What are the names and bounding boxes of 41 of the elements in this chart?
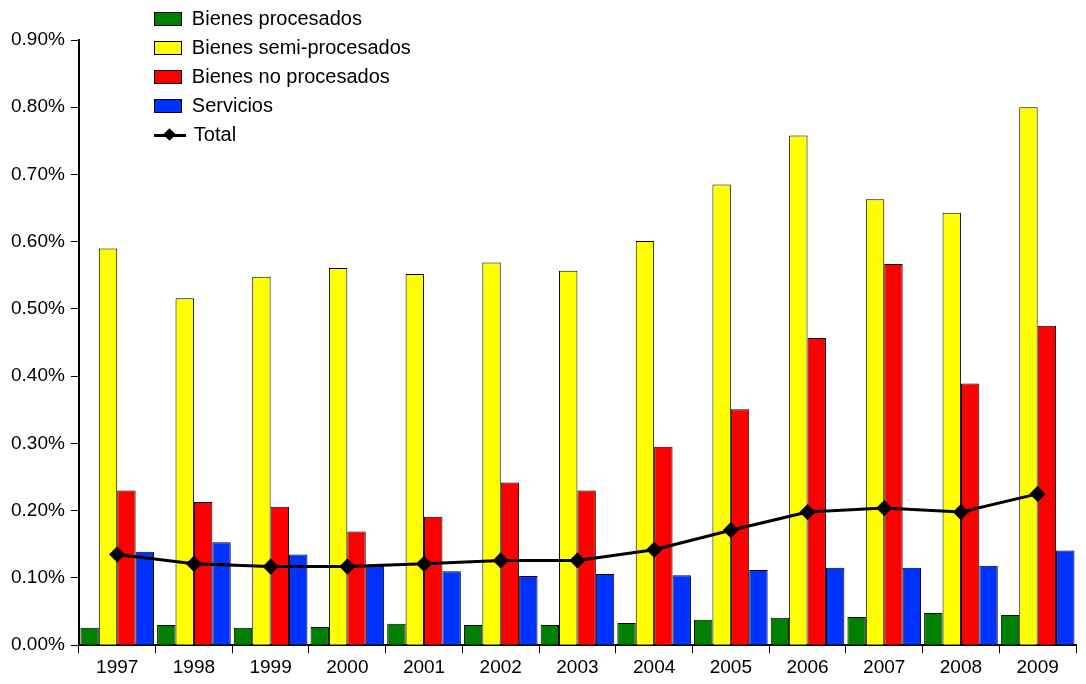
y-tick-label: 0.70%: [11, 162, 65, 184]
x-tick-label: 2009: [1016, 655, 1059, 677]
point: [569, 552, 585, 568]
point: [109, 546, 125, 562]
point: [186, 556, 202, 572]
point: [800, 504, 816, 520]
y-tick-label: 0.20%: [11, 498, 65, 520]
x-tick-label: 2004: [633, 655, 676, 677]
point: [339, 559, 355, 575]
legend-label: Bienes procesados: [191, 7, 362, 30]
x-tick-label: 2006: [786, 655, 829, 677]
x-tick-label: 2001: [402, 655, 446, 677]
point: [493, 552, 509, 568]
y-tick-label: 0.30%: [11, 431, 65, 453]
point: [1030, 486, 1046, 502]
y-tick-label: 0.50%: [11, 297, 65, 319]
point: [416, 556, 432, 572]
y-tick-label: 0.90%: [11, 28, 65, 50]
point: [876, 500, 892, 516]
x-tick-label: 2002: [479, 655, 522, 677]
legend-label: Total: [193, 123, 237, 146]
y-tick-label: 0.80%: [11, 95, 65, 117]
y-tick-label: 0.60%: [11, 229, 65, 251]
legend-label: Bienes no procesados: [191, 65, 390, 88]
y-tick-label: 0.10%: [11, 566, 65, 588]
x-tick-label: 2008: [939, 655, 983, 677]
point: [953, 504, 969, 520]
y-tick-label: 0.00%: [11, 633, 65, 655]
x-tick-label: 1998: [172, 655, 216, 677]
x-tick-label: 1999: [249, 655, 292, 677]
point: [646, 542, 662, 558]
x-tick-label: 2005: [709, 655, 752, 677]
x-tick-label: 1997: [96, 655, 139, 677]
legend-label: Bienes semi-procesados: [191, 36, 411, 59]
point: [263, 559, 279, 575]
y-tick-label: 0.40%: [11, 364, 65, 386]
point: [723, 522, 739, 538]
x-tick-label: 2007: [863, 655, 906, 677]
x-tick-label: 2003: [556, 655, 599, 677]
legend-label: Servicios: [191, 94, 273, 117]
x-tick-label: 2000: [326, 655, 369, 677]
